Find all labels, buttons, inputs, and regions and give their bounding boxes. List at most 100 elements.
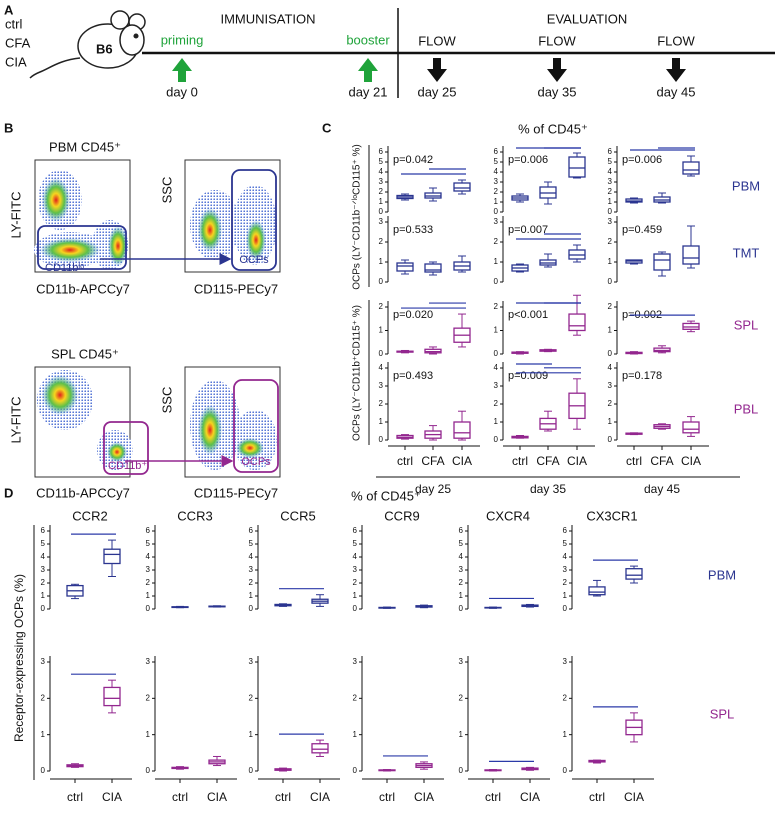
y-tick-label: 0	[379, 207, 384, 216]
receptor-label: CCR2	[72, 508, 107, 523]
x-tick-label: ctrl	[379, 790, 395, 804]
y-tick-label: 2	[459, 578, 464, 587]
y-tick-label: 5	[146, 539, 151, 548]
x-tick-label: ctrl	[626, 454, 642, 468]
y-tick-label: 0	[608, 435, 613, 444]
y-tick-label: 2	[379, 237, 384, 246]
x-tick-label: CIA	[310, 790, 330, 804]
y-tick-label: 4	[459, 552, 464, 561]
y-tick-label: 3	[494, 217, 499, 226]
y-tick-label: 1	[608, 417, 613, 426]
x-tick-label: ctrl	[67, 790, 83, 804]
y-tick-label: 3	[608, 381, 613, 390]
y-tick-label: 1	[379, 417, 384, 426]
p-value: p=0.006	[622, 154, 662, 166]
event-label: FLOW	[538, 33, 576, 48]
y-tick-label: 0	[494, 435, 499, 444]
y-tick-label: 0	[41, 604, 46, 613]
y-tick-label: 1	[353, 730, 358, 739]
y-tick-label: 1	[379, 326, 384, 335]
y-tick-label: 0	[563, 604, 568, 613]
arrow-up	[172, 58, 192, 82]
receptor-label: CX3CR1	[586, 508, 637, 523]
row-label: PBM	[708, 567, 736, 582]
y-tick-label: 4	[41, 552, 46, 561]
row-label: PBL	[734, 401, 759, 416]
y-tick-label: 6	[353, 526, 358, 535]
y-tick-label: 0	[353, 766, 358, 775]
gate-label: CD11b⁺	[108, 460, 147, 472]
y-tick-label: 2	[249, 578, 254, 587]
y-tick-label: 1	[146, 591, 151, 600]
y-tick-label: 1	[379, 197, 384, 206]
panel-b: B PBM CD45⁺ CD11bˡᵒ LY-FITC CD11b-APCCy7…	[4, 120, 281, 500]
arrow-down	[666, 58, 686, 82]
y-tick-label: 2	[146, 693, 151, 702]
y-tick-label: 5	[353, 539, 358, 548]
y-tick-label: 2	[379, 187, 384, 196]
panel-title: % of CD45⁺	[518, 121, 588, 136]
panel-letter: C	[322, 120, 332, 135]
box	[588, 586, 606, 596]
y-tick-label: 2	[459, 693, 464, 702]
y-tick-label: 3	[379, 381, 384, 390]
plot-title: PBM CD45⁺	[49, 139, 121, 154]
x-tick-label: ctrl	[397, 454, 413, 468]
flow-plot	[34, 159, 131, 273]
x-tick-label: ctrl	[172, 790, 188, 804]
y-tick-label: 3	[353, 565, 358, 574]
p-value: p<0.001	[508, 309, 548, 321]
event-label: booster	[346, 32, 390, 47]
event-day: day 45	[656, 84, 695, 99]
y-tick-label: 2	[563, 578, 568, 587]
y-tick-label: 1	[563, 591, 568, 600]
x-tick-label: CIA	[207, 790, 227, 804]
box	[103, 548, 121, 565]
box	[568, 313, 586, 332]
y-tick-label: 0	[379, 435, 384, 444]
x-tick-label: CIA	[102, 790, 122, 804]
event-label: FLOW	[418, 33, 456, 48]
plot-title: SPL CD45⁺	[51, 346, 119, 361]
receptor-label: CCR3	[177, 508, 212, 523]
y-tick-label: 6	[563, 526, 568, 535]
box	[396, 262, 414, 272]
y-tick-label: 5	[563, 539, 568, 548]
y-tick-label: 6	[608, 147, 613, 156]
y-tick-label: 4	[494, 363, 499, 372]
y-tick-label: 6	[41, 526, 46, 535]
y-tick-label: 1	[608, 197, 613, 206]
y-tick-label: 0	[608, 277, 613, 286]
box	[682, 245, 700, 265]
y-title: OCPs (LY⁻CD11b⁻ᐟˡᵒCD115⁺ %)	[352, 144, 363, 289]
y-tick-label: 1	[494, 417, 499, 426]
y-tick-label: 1	[379, 257, 384, 266]
p-value: p=0.042	[393, 154, 433, 166]
y-tick-label: 1	[494, 197, 499, 206]
box	[682, 161, 700, 175]
row-label: PBM	[732, 178, 760, 193]
y-tick-label: 1	[494, 257, 499, 266]
x-tick-label: CIA	[452, 454, 472, 468]
mouse-icon	[29, 10, 146, 79]
y-tick-label: 3	[353, 657, 358, 666]
box	[682, 421, 700, 434]
axis-label: LY-FITC	[8, 397, 23, 444]
y-tick-label: 6	[494, 147, 499, 156]
y-tick-label: 4	[379, 363, 384, 372]
y-tick-label: 2	[494, 399, 499, 408]
y-tick-label: 0	[353, 604, 358, 613]
box	[311, 743, 329, 754]
y-tick-label: 0	[379, 277, 384, 286]
x-tick-label: CFA	[536, 454, 559, 468]
row-label: TMT	[733, 245, 760, 260]
event-label: FLOW	[657, 33, 695, 48]
y-tick-label: 4	[379, 167, 384, 176]
x-tick-label: CIA	[414, 790, 434, 804]
y-tick-label: 0	[146, 766, 151, 775]
y-tick-label: 2	[353, 578, 358, 587]
axis-label: CD11b-APCCy7	[36, 281, 130, 296]
y-tick-label: 3	[379, 217, 384, 226]
y-tick-label: 5	[494, 157, 499, 166]
